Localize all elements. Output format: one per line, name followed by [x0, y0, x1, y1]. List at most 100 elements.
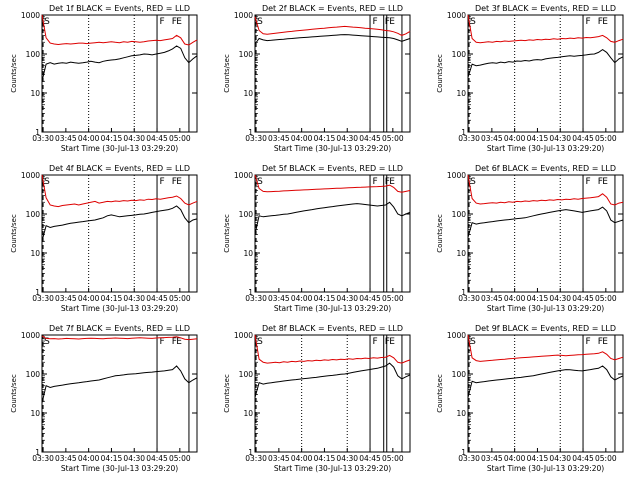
x-tick-label: 03:30	[32, 454, 54, 463]
x-tick-label: 03:30	[32, 294, 54, 303]
x-tick-label: 04:15	[314, 134, 336, 143]
panel-title: Det 8f BLACK = Events, RED = LLD	[262, 324, 403, 333]
x-tick-label: 04:00	[78, 294, 100, 303]
x-tick-label: 04:30	[123, 294, 145, 303]
y-tick-label: 1000	[234, 11, 253, 20]
flag-label: E	[176, 17, 182, 27]
flag-label: S	[470, 337, 476, 347]
y-tick-label: 10	[30, 249, 40, 258]
x-tick-label: 04:00	[291, 134, 313, 143]
panel-det-5: Det 5f BLACK = Events, RED = LLD 1 10 100 10…	[223, 164, 411, 313]
plot-frame	[254, 334, 411, 453]
y-tick-label: 1	[461, 288, 466, 297]
y-tick-label: 1000	[234, 331, 253, 340]
y-tick-label: 1000	[447, 11, 466, 20]
y-tick-label: 1	[461, 448, 466, 457]
x-tick-label: 03:45	[481, 134, 503, 143]
y-tick-label: 10	[30, 89, 40, 98]
x-tick-label: 05:00	[382, 454, 404, 463]
y-tick-label: 100	[26, 210, 41, 219]
y-axis-label: Counts/sec	[436, 214, 444, 253]
flag-label: S	[257, 17, 263, 27]
x-tick-label: 04:15	[527, 454, 549, 463]
x-tick-label: 04:30	[549, 294, 571, 303]
x-axis-label: Start Time (30-Jul-13 03:29:20)	[274, 304, 391, 313]
x-tick-label: 04:15	[101, 294, 123, 303]
panel-title: Det 9f BLACK = Events, RED = LLD	[475, 324, 616, 333]
x-tick-label: 05:00	[169, 294, 191, 303]
x-tick-label: 04:45	[146, 134, 168, 143]
x-tick-label: 04:15	[527, 134, 549, 143]
x-tick-label: 03:45	[55, 454, 77, 463]
y-tick-label: 1	[461, 128, 466, 137]
x-axis-label: Start Time (30-Jul-13 03:29:20)	[487, 144, 604, 153]
flag-label: F	[586, 177, 591, 187]
x-tick-label: 04:45	[359, 134, 381, 143]
x-tick-label: 04:45	[359, 454, 381, 463]
flag-label: E	[389, 337, 395, 347]
y-tick-label: 100	[452, 210, 467, 219]
x-tick-label: 03:30	[458, 454, 480, 463]
panel-det-7: Det 7f BLACK = Events, RED = LLD 1 10 100 10…	[10, 324, 198, 473]
lld-series-line	[467, 14, 624, 44]
events-series-line	[254, 201, 411, 235]
y-tick-label: 1	[248, 128, 253, 137]
panel-det-4: Det 4f BLACK = Events, RED = LLD 1 10 100 10…	[10, 164, 198, 313]
y-tick-label: 10	[456, 409, 466, 418]
x-tick-label: 03:30	[458, 294, 480, 303]
y-tick-label: 10	[243, 409, 253, 418]
flag-label: F	[160, 337, 165, 347]
lld-series-line	[467, 334, 624, 362]
flag-label: E	[602, 337, 608, 347]
lld-series-line	[254, 174, 411, 193]
y-axis-label: Counts/sec	[10, 54, 18, 93]
x-tick-label: 04:00	[78, 134, 100, 143]
lld-series-line	[41, 14, 198, 46]
y-tick-label: 10	[243, 249, 253, 258]
x-tick-label: 03:45	[55, 134, 77, 143]
x-tick-label: 03:45	[268, 454, 290, 463]
x-axis-label: Start Time (30-Jul-13 03:29:20)	[274, 464, 391, 473]
x-tick-label: 04:00	[504, 294, 526, 303]
flag-label: S	[44, 177, 50, 187]
x-tick-label: 05:00	[595, 134, 617, 143]
flag-label: F	[373, 17, 378, 27]
y-tick-label: 1000	[234, 171, 253, 180]
y-tick-label: 1	[35, 288, 40, 297]
x-tick-label: 05:00	[169, 454, 191, 463]
x-tick-label: 03:30	[245, 294, 267, 303]
plot-frame	[467, 174, 624, 293]
x-tick-label: 03:45	[268, 134, 290, 143]
x-tick-label: 04:30	[123, 134, 145, 143]
flag-label: S	[44, 17, 50, 27]
events-series-line	[467, 206, 624, 238]
x-tick-label: 05:00	[382, 134, 404, 143]
panel-title: Det 7f BLACK = Events, RED = LLD	[49, 324, 190, 333]
flag-label: F	[172, 337, 177, 347]
x-tick-label: 04:00	[78, 454, 100, 463]
y-axis-label: Counts/sec	[10, 214, 18, 253]
x-tick-label: 05:00	[595, 454, 617, 463]
y-tick-label: 10	[243, 89, 253, 98]
x-tick-label: 03:30	[245, 134, 267, 143]
flag-label: S	[257, 337, 263, 347]
flag-label: S	[470, 177, 476, 187]
x-axis-label: Start Time (30-Jul-13 03:29:20)	[487, 464, 604, 473]
x-tick-label: 04:45	[572, 294, 594, 303]
flag-label: F	[373, 337, 378, 347]
panel-det-3: Det 3f BLACK = Events, RED = LLD 1 10 100 10…	[436, 4, 624, 153]
flag-label: S	[470, 17, 476, 27]
y-tick-label: 100	[26, 50, 41, 59]
x-tick-label: 03:45	[268, 294, 290, 303]
flag-label: F	[160, 177, 165, 187]
events-series-line	[254, 34, 411, 45]
panel-det-8: Det 8f BLACK = Events, RED = LLD 1 10 100 10…	[223, 324, 411, 473]
plot-frame	[254, 14, 411, 133]
flag-label: F	[160, 17, 165, 27]
flag-label: F	[385, 17, 390, 27]
flag-label: F	[586, 337, 591, 347]
x-tick-label: 04:30	[549, 454, 571, 463]
panel-title: Det 3f BLACK = Events, RED = LLD	[475, 4, 616, 13]
flag-label: F	[598, 17, 603, 27]
events-series-line	[467, 365, 624, 398]
